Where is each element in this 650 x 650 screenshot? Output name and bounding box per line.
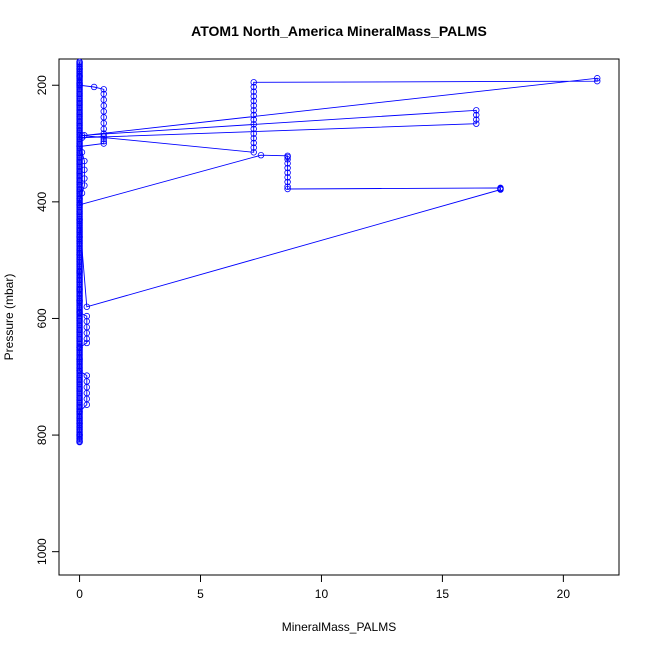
data-point	[78, 134, 86, 141]
x-tick-label: 10	[315, 587, 329, 601]
data-point	[83, 401, 91, 408]
y-tick-label: 1000	[35, 538, 49, 565]
data-point	[81, 175, 88, 182]
data-point	[473, 120, 480, 127]
data-point	[81, 157, 88, 165]
data-point	[76, 73, 83, 80]
data-point	[284, 160, 291, 167]
data-point	[250, 102, 257, 109]
data-point	[100, 140, 107, 147]
data-point	[76, 344, 83, 351]
data-point	[284, 169, 291, 176]
data-point	[81, 166, 88, 173]
data-point	[78, 149, 86, 156]
data-point	[90, 83, 98, 91]
data-point	[257, 152, 265, 159]
data-point	[250, 83, 257, 91]
data-point	[594, 75, 601, 82]
data-point	[100, 125, 107, 133]
x-tick-label: 0	[76, 587, 83, 601]
data-point	[76, 297, 83, 305]
data-point	[76, 216, 83, 223]
data-point	[76, 286, 83, 293]
data-point	[76, 431, 83, 439]
data-point	[83, 339, 91, 347]
data-series	[76, 58, 601, 446]
data-point	[76, 251, 83, 258]
chart-title: ATOM1 North_America MineralMass_PALMS	[191, 23, 487, 39]
plot-frame	[58, 58, 620, 576]
data-point	[250, 116, 257, 123]
data-point	[100, 133, 107, 140]
y-tick-label: 600	[35, 308, 49, 328]
data-point	[76, 65, 83, 73]
y-tick-label: 800	[35, 425, 49, 445]
data-point	[497, 186, 504, 193]
data-point	[250, 125, 257, 133]
data-point	[76, 80, 83, 87]
data-point	[594, 77, 601, 85]
data-point	[76, 58, 83, 66]
data-point	[100, 135, 107, 143]
y-tick-label: 200	[35, 75, 49, 95]
data-point	[78, 189, 86, 197]
data-point	[250, 93, 257, 100]
data-point	[76, 268, 83, 276]
data-point	[76, 408, 83, 415]
data-point	[473, 116, 480, 123]
data-point	[250, 144, 257, 151]
data-point	[100, 138, 107, 145]
data-point	[284, 183, 291, 190]
data-point	[83, 303, 91, 310]
data-point	[250, 79, 257, 86]
x-tick-label: 5	[197, 587, 204, 601]
data-point	[284, 178, 291, 186]
data-point	[284, 164, 291, 172]
data-point	[250, 88, 257, 95]
data-point	[250, 97, 257, 105]
y-axis: 200 400 600 800 1000	[35, 75, 60, 565]
data-point	[76, 82, 83, 89]
data-point	[76, 201, 83, 208]
data-point	[250, 111, 257, 119]
x-axis-label: MineralMass_PALMS	[282, 620, 396, 634]
data-point	[284, 153, 291, 161]
data-point	[250, 107, 257, 114]
data-point	[76, 356, 83, 363]
y-axis-label: Pressure (mbar)	[2, 274, 16, 361]
y-tick-label: 400	[35, 192, 49, 212]
x-tick-label: 15	[436, 587, 450, 601]
data-point	[76, 367, 83, 375]
data-point	[81, 182, 88, 189]
data-point	[76, 309, 83, 316]
data-point	[284, 185, 291, 193]
data-point	[250, 135, 257, 142]
data-point	[473, 111, 480, 119]
data-point	[284, 156, 291, 163]
x-axis: 0 5 10 15 20	[76, 574, 571, 601]
data-point	[78, 132, 86, 139]
data-point	[250, 121, 257, 128]
data-point	[250, 130, 257, 137]
data-point	[76, 420, 83, 427]
data-point	[250, 149, 257, 156]
data-point	[100, 86, 107, 93]
data-point	[284, 174, 291, 181]
series-line	[78, 61, 598, 443]
data-point	[473, 107, 480, 114]
data-point	[83, 335, 91, 343]
data-point	[76, 143, 83, 150]
data-point	[76, 233, 83, 241]
x-tick-label: 20	[557, 587, 571, 601]
data-point	[76, 438, 83, 446]
data-point	[250, 139, 257, 147]
